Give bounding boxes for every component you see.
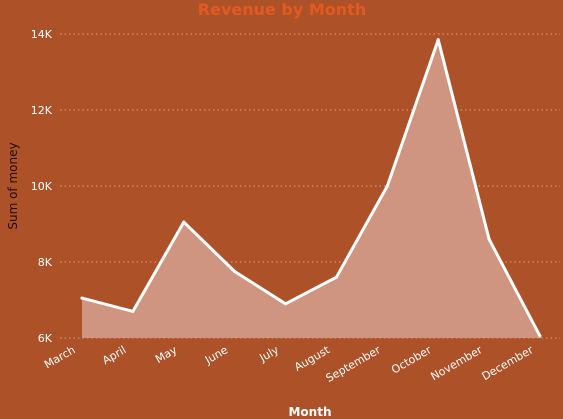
data-point bbox=[131, 309, 135, 313]
series-line bbox=[80, 38, 542, 338]
data-point bbox=[334, 275, 338, 279]
x-tick-label: June bbox=[202, 343, 230, 367]
x-tick-label: May bbox=[153, 343, 180, 366]
data-point bbox=[182, 220, 186, 224]
data-point bbox=[80, 296, 84, 300]
y-axis-label: Sum of money bbox=[6, 142, 20, 229]
x-tick-label: December bbox=[480, 343, 536, 383]
series-area bbox=[80, 38, 542, 338]
x-tick-label: July bbox=[257, 343, 282, 365]
area-fill bbox=[82, 39, 540, 338]
x-tick-label: November bbox=[429, 343, 485, 383]
data-point bbox=[487, 237, 491, 241]
y-axis-ticks: 6K 8K 10K 12K 14K bbox=[31, 28, 53, 345]
x-tick-label: September bbox=[324, 343, 384, 385]
y-tick-label: 14K bbox=[31, 28, 53, 41]
data-point bbox=[233, 270, 237, 273]
y-tick-label: 8K bbox=[38, 256, 53, 269]
data-point bbox=[385, 184, 389, 188]
data-point bbox=[436, 38, 440, 42]
x-tick-label: August bbox=[292, 343, 332, 374]
y-tick-label: 12K bbox=[31, 104, 53, 117]
x-axis-label: Month bbox=[288, 405, 331, 419]
data-point bbox=[284, 302, 288, 306]
x-tick-label: March bbox=[42, 343, 78, 371]
y-tick-label: 10K bbox=[31, 180, 53, 193]
data-point bbox=[538, 334, 542, 338]
y-tick-label: 6K bbox=[38, 332, 53, 345]
x-tick-label: April bbox=[100, 343, 128, 367]
chart-title: Revenue by Month bbox=[198, 0, 366, 19]
